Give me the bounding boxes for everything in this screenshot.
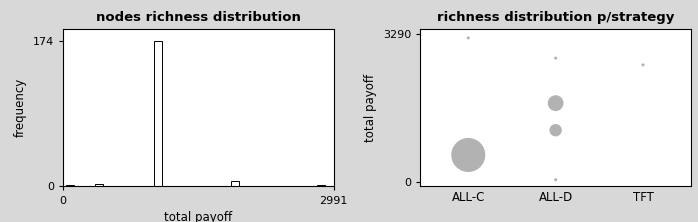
Y-axis label: total payoff: total payoff [364,74,378,142]
X-axis label: total payoff: total payoff [164,211,232,222]
Title: nodes richness distribution: nodes richness distribution [96,10,301,24]
Point [463,153,474,157]
Y-axis label: frequency: frequency [14,78,27,137]
Point [463,36,474,40]
Point [550,178,561,182]
Bar [95,184,103,186]
Bar [317,185,325,186]
Point [550,128,561,132]
Title: richness distribution p/strategy: richness distribution p/strategy [437,10,674,24]
Point [550,56,561,60]
Point [637,63,648,67]
Bar [66,185,74,186]
Bar [154,41,162,186]
Bar [231,181,239,186]
Point [550,101,561,105]
